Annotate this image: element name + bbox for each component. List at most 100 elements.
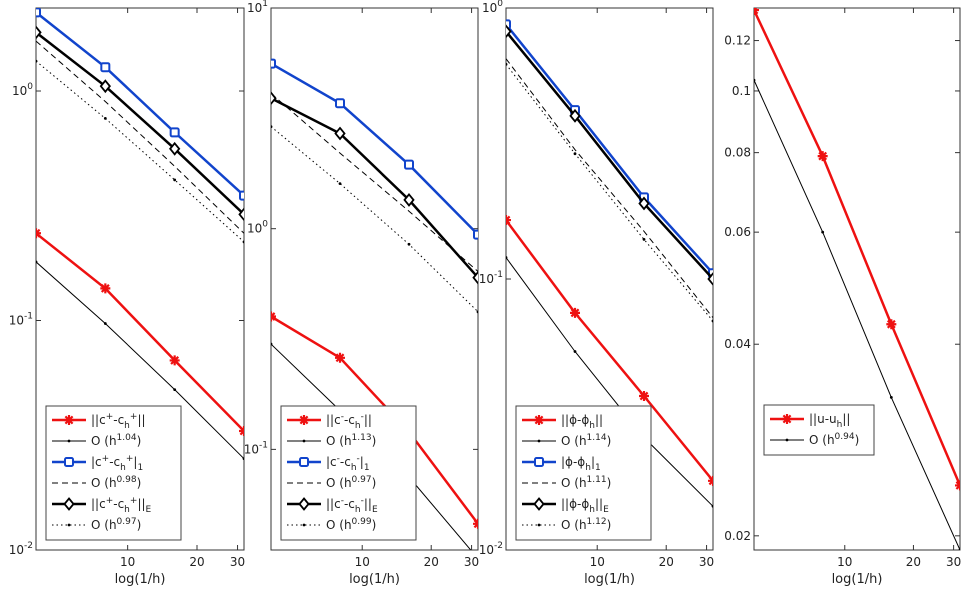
legend-marker-ref_3 — [302, 523, 306, 527]
y-tick-label: 10-2 — [479, 541, 503, 557]
data-point-c_plus_E — [99, 79, 111, 94]
legend-marker-ref_3 — [537, 523, 541, 527]
legend-label-ref_1: O (h1.14) — [561, 433, 611, 448]
legend-label-ref_1: O (h1.04) — [91, 433, 141, 448]
series-line-phi_H1 — [506, 23, 713, 275]
legend-label-ref_3: O (h0.97) — [91, 517, 141, 532]
data-point-ref_3 — [242, 240, 244, 244]
legend-label-u_L2: ||u-uh|| — [809, 412, 850, 430]
x-tick-label: 30 — [464, 555, 479, 569]
x-axis-label: log(1/h) — [584, 572, 635, 587]
y-tick-label: 0.1 — [732, 84, 751, 98]
legend-box — [280, 405, 417, 541]
data-point-ref_1 — [573, 350, 577, 353]
x-tick-label: 20 — [659, 555, 674, 569]
data-point-phi_L2 — [639, 391, 649, 402]
x-tick-label: 30 — [946, 555, 961, 569]
data-point-ref_3 — [338, 182, 342, 186]
y-tick-label: 10-1 — [244, 440, 268, 456]
legend-label-c_plus_E: ||c+-ch+||E​ — [91, 496, 152, 515]
series-line-c_minus_H1 — [271, 62, 478, 236]
chart-panel-2: 10 20 30 log(1/h) 10-1 100 101 ||c--ch-|| O (h1.… — [244, 0, 479, 587]
x-tick-label: 20 — [189, 555, 204, 569]
legend-marker-c_plus_L2 — [64, 415, 74, 425]
legend-label-ref_3: O (h0.99) — [326, 517, 376, 532]
y-tick-label: 0.02 — [724, 529, 751, 543]
legend-marker-ref_1 — [785, 438, 789, 442]
legend-label-c_minus_H1: |c--ch-|1​ — [326, 454, 370, 473]
legend-label-ref_3: O (h1.12) — [561, 517, 611, 532]
legend-marker-phi_L2 — [534, 415, 544, 425]
legend-marker-c_plus_H1 — [64, 457, 74, 467]
legend-marker-c_minus_L2 — [299, 415, 309, 425]
data-point-u_L2 — [955, 480, 960, 491]
series-line-phi_E — [506, 30, 713, 280]
legend-label-phi_L2: ||ϕ-ϕh|| — [561, 413, 603, 431]
series-group — [506, 19, 713, 508]
y-tick-label: 101 — [247, 0, 268, 15]
series-line-c_plus_E — [36, 31, 244, 216]
data-point-u_L2 — [754, 8, 759, 16]
data-point-ref_3 — [103, 116, 107, 120]
series-line-ref_3 — [271, 126, 478, 313]
data-point-ref_3 — [173, 178, 177, 182]
data-point-ref_3 — [506, 62, 508, 66]
data-point-c_minus_L2 — [335, 352, 345, 363]
data-point-c_plus_H1 — [100, 62, 111, 73]
data-point-c_plus_L2 — [36, 228, 41, 239]
data-point-ref_1 — [36, 260, 38, 264]
series-line-ref_3 — [506, 63, 713, 322]
series-line-ref_2 — [271, 93, 478, 272]
data-point-c_minus_H1 — [335, 98, 345, 109]
chart-panel-4: 10 20 30 log(1/h) 0.02 0.04 0.06 0.08 0.1 0.12 ||u… — [724, 7, 961, 587]
x-tick-label: 20 — [424, 555, 439, 569]
legend-marker-c_minus_E — [298, 497, 310, 511]
legend: ||u-uh|| O (h0.94) — [763, 404, 875, 456]
chart-panel-3: 10 20 30 log(1/h) 10-2 10-1 100 ||ϕ-ϕh|| O (h1.1… — [479, 0, 714, 587]
series-line-ref_1 — [36, 261, 244, 460]
data-point-ref_1 — [271, 342, 273, 346]
legend-label-ref_1: O (h1.13) — [326, 433, 376, 448]
y-tick-label: 10-1 — [479, 270, 503, 286]
y-tick-label: 100 — [12, 82, 33, 98]
data-point-ref_3 — [476, 310, 478, 314]
series-line-c_plus_H1 — [36, 11, 244, 197]
legend-label-phi_E: ||ϕ-ϕh||E​ — [561, 497, 609, 515]
data-point-ref_1 — [754, 78, 756, 82]
legend-marker-c_minus_H1 — [299, 457, 309, 467]
x-axis-label: log(1/h) — [349, 572, 400, 587]
data-point-ref_3 — [36, 59, 38, 63]
x-tick-label: 20 — [906, 555, 921, 569]
data-point-phi_E — [707, 272, 713, 286]
series-line-phi_L2 — [506, 219, 713, 482]
data-point-ref_1 — [958, 548, 960, 550]
series-line-ref_2 — [36, 40, 244, 234]
data-point-c_minus_H1 — [404, 159, 414, 170]
data-point-c_plus_L2 — [100, 283, 111, 294]
data-point-phi_L2 — [708, 475, 713, 486]
data-point-ref_3 — [573, 152, 577, 156]
data-point-c_minus_H1 — [271, 58, 276, 69]
data-point-ref_1 — [173, 388, 177, 391]
series-line-ref_1 — [754, 79, 960, 550]
data-point-phi_E — [569, 108, 581, 123]
y-tick-label: 0.12 — [724, 34, 751, 48]
data-point-c_plus_E — [238, 207, 244, 222]
data-point-u_L2 — [886, 319, 897, 330]
y-tick-label: 10-1 — [9, 312, 33, 328]
data-point-c_minus_E — [472, 270, 478, 285]
legend-marker-ref_1 — [302, 439, 306, 443]
legend: ||c+-ch+|| O (h1.04) |c+-ch+|1​ O (h0.98) ||… — [45, 405, 182, 541]
data-point-phi_L2 — [506, 215, 511, 226]
x-tick-label: 30 — [230, 555, 245, 569]
y-tick-label: 100 — [247, 220, 268, 236]
legend-marker-ref_1 — [537, 439, 541, 443]
data-point-ref_1 — [821, 230, 825, 234]
x-tick-label: 10 — [837, 555, 852, 569]
series-group — [36, 8, 244, 461]
data-point-phi_L2 — [570, 307, 580, 318]
legend-label-ref_2: O (h1.11) — [561, 475, 611, 490]
chart-panel-1: 10 20 30 log(1/h) 10-2 10-1 100 ||c+-ch+|| O (h1… — [9, 7, 245, 587]
data-point-ref_1 — [711, 504, 713, 508]
data-point-ref_1 — [103, 322, 107, 325]
